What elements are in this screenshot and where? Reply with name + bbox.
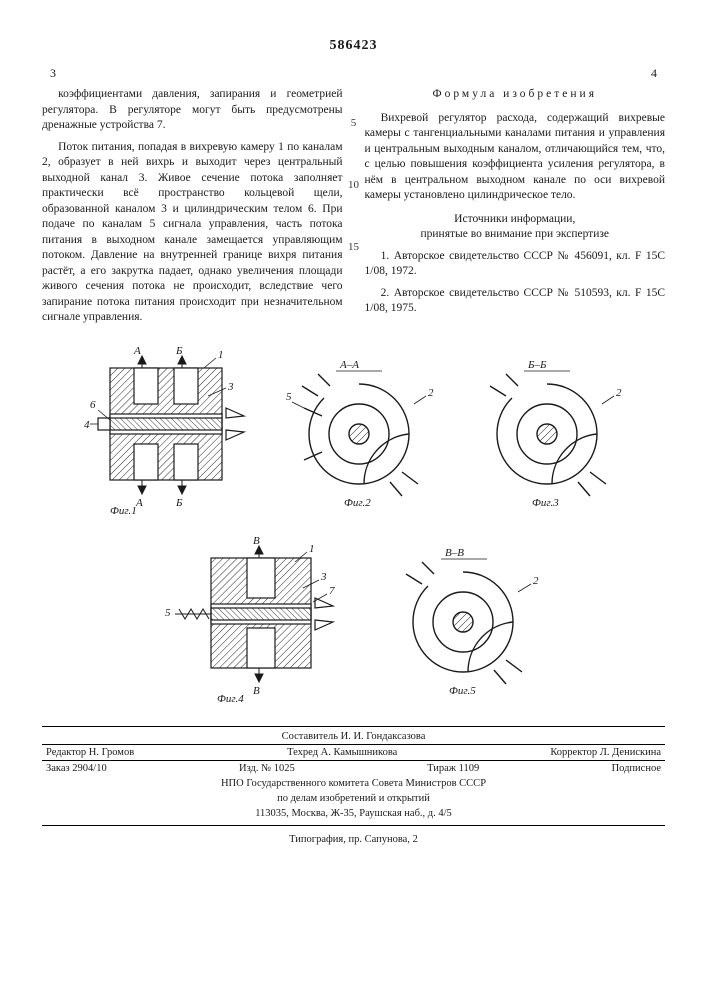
- col-num-left: 3: [50, 66, 56, 81]
- right-column: Формула изобретения Вихревой регулятор р…: [365, 87, 666, 332]
- line-num-10: 10: [348, 179, 359, 191]
- editor: Редактор Н. Громов: [46, 747, 134, 758]
- techred: Техред А. Камышникова: [287, 747, 397, 758]
- callout-5-f4: 5: [165, 607, 171, 619]
- figure-5: В–В 2 Фиг.5: [373, 544, 553, 704]
- section-label-b-bot: Б: [175, 497, 183, 509]
- left-p1: коэффициентами давления, запирания и гео…: [42, 87, 343, 134]
- figure-3: Б–Б 2 Фиг.3: [462, 356, 632, 516]
- corrector: Корректор Л. Денискина: [550, 747, 661, 758]
- line-num-5: 5: [351, 117, 357, 129]
- claim-text: Вихревой регулятор расхода, содержащий в…: [365, 111, 666, 204]
- left-column: коэффициентами давления, запирания и гео…: [42, 87, 343, 332]
- figure-2: А–А 5 2 Фиг.2: [274, 356, 444, 516]
- section-label-a-top: А: [133, 346, 141, 357]
- subscription: Подписное: [612, 763, 661, 774]
- source-1: 1. Авторское свидетельство СССР № 456091…: [365, 249, 666, 280]
- line-num-15: 15: [348, 241, 359, 253]
- org-line-1: НПО Государственного комитета Совета Мин…: [42, 776, 665, 791]
- col-num-right: 4: [651, 66, 657, 81]
- address: 113035, Москва, Ж-35, Раушская наб., д. …: [42, 806, 665, 821]
- callout-4: 4: [84, 419, 90, 431]
- callout-7-f4: 7: [329, 585, 335, 597]
- credits-row: Редактор Н. Громов Техред А. Камышникова…: [42, 744, 665, 760]
- sources-line1: Источники информации,: [365, 212, 666, 228]
- callout-3-f4: 3: [320, 571, 327, 583]
- document-number: 586423: [42, 38, 665, 54]
- source-2: 2. Авторское свидетельство СССР № 510593…: [365, 286, 666, 317]
- callout-2-f2: 2: [428, 387, 434, 399]
- izd-num: Изд. № 1025: [239, 763, 295, 774]
- section-v-top: В: [253, 535, 260, 547]
- fig5-label: Фиг.5: [449, 685, 476, 697]
- callout-1-f4: 1: [309, 543, 315, 555]
- tirazh: Тираж 1109: [427, 763, 479, 774]
- callout-5-f2: 5: [286, 391, 292, 403]
- compiler-line: Составитель И. И. Гондаксазова: [42, 731, 665, 742]
- typography-line: Типография, пр. Сапунова, 2: [42, 834, 665, 845]
- formula-heading: Формула изобретения: [365, 87, 666, 103]
- section-vv-label: В–В: [445, 547, 464, 559]
- metadata-block: Составитель И. И. Гондаксазова Редактор …: [42, 726, 665, 826]
- figures-block: А Б А Б 1 3 4 6 Фиг.1: [42, 346, 665, 704]
- callout-6: 6: [90, 399, 96, 411]
- org-line-2: по делам изобретений и открытий: [42, 791, 665, 806]
- section-label-b-top: Б: [175, 346, 183, 357]
- callout-1: 1: [218, 349, 224, 361]
- fig2-label: Фиг.2: [344, 497, 371, 509]
- left-p2: Поток питания, попадая в вихревую камеру…: [42, 140, 343, 326]
- print-row: Заказ 2904/10 Изд. № 1025 Тираж 1109 Под…: [42, 760, 665, 776]
- column-numbers: 3 4: [50, 66, 657, 81]
- fig4-label: Фиг.4: [217, 693, 244, 704]
- figure-1: А Б А Б 1 3 4 6 Фиг.1: [76, 346, 256, 516]
- section-bb-label: Б–Б: [527, 359, 547, 371]
- callout-2-f3: 2: [616, 387, 622, 399]
- callout-2-f5: 2: [533, 575, 539, 587]
- order-num: Заказ 2904/10: [46, 763, 107, 774]
- fig3-label: Фиг.3: [532, 497, 559, 509]
- fig1-label: Фиг.1: [110, 505, 137, 516]
- callout-3: 3: [227, 381, 234, 393]
- sources-line2: принятые во внимание при экспертизе: [365, 227, 666, 243]
- section-aa-label: А–А: [339, 359, 359, 371]
- section-v-bot: В: [253, 685, 260, 697]
- patent-page: 586423 3 4 5 10 15 коэффициентами давлен…: [0, 0, 707, 1000]
- figure-row-2: В В 5 1 3 7 Фиг.4: [42, 534, 665, 704]
- figure-4: В В 5 1 3 7 Фиг.4: [155, 534, 355, 704]
- figure-row-1: А Б А Б 1 3 4 6 Фиг.1: [42, 346, 665, 516]
- sources-heading: Источники информации, принятые во вниман…: [365, 212, 666, 243]
